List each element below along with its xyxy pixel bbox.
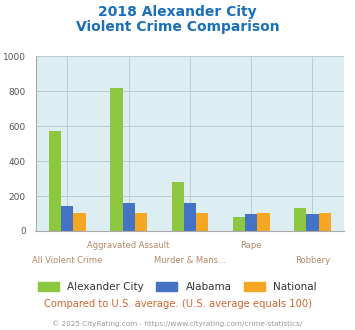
Bar [294,208,306,231]
Bar [306,214,319,231]
Legend: Alexander City, Alabama, National: Alexander City, Alabama, National [34,278,321,296]
Text: Robbery: Robbery [295,256,330,265]
Bar [135,213,147,231]
Text: Murder & Mans...: Murder & Mans... [154,256,226,265]
Bar [61,206,73,231]
Text: All Violent Crime: All Violent Crime [32,256,103,265]
Bar [73,213,86,231]
Text: Aggravated Assault: Aggravated Assault [87,241,170,250]
Text: Compared to U.S. average. (U.S. average equals 100): Compared to U.S. average. (U.S. average … [44,299,311,309]
Bar [245,214,257,231]
Text: Rape: Rape [240,241,262,250]
Bar [110,87,122,231]
Bar [319,213,331,231]
Bar [196,213,208,231]
Bar [184,203,196,231]
Text: 2018 Alexander City: 2018 Alexander City [98,5,257,19]
Text: Violent Crime Comparison: Violent Crime Comparison [76,20,279,34]
Bar [122,203,135,231]
Bar [233,217,245,231]
Bar [257,213,269,231]
Text: © 2025 CityRating.com - https://www.cityrating.com/crime-statistics/: © 2025 CityRating.com - https://www.city… [53,320,302,327]
Bar [49,131,61,231]
Bar [171,182,184,231]
